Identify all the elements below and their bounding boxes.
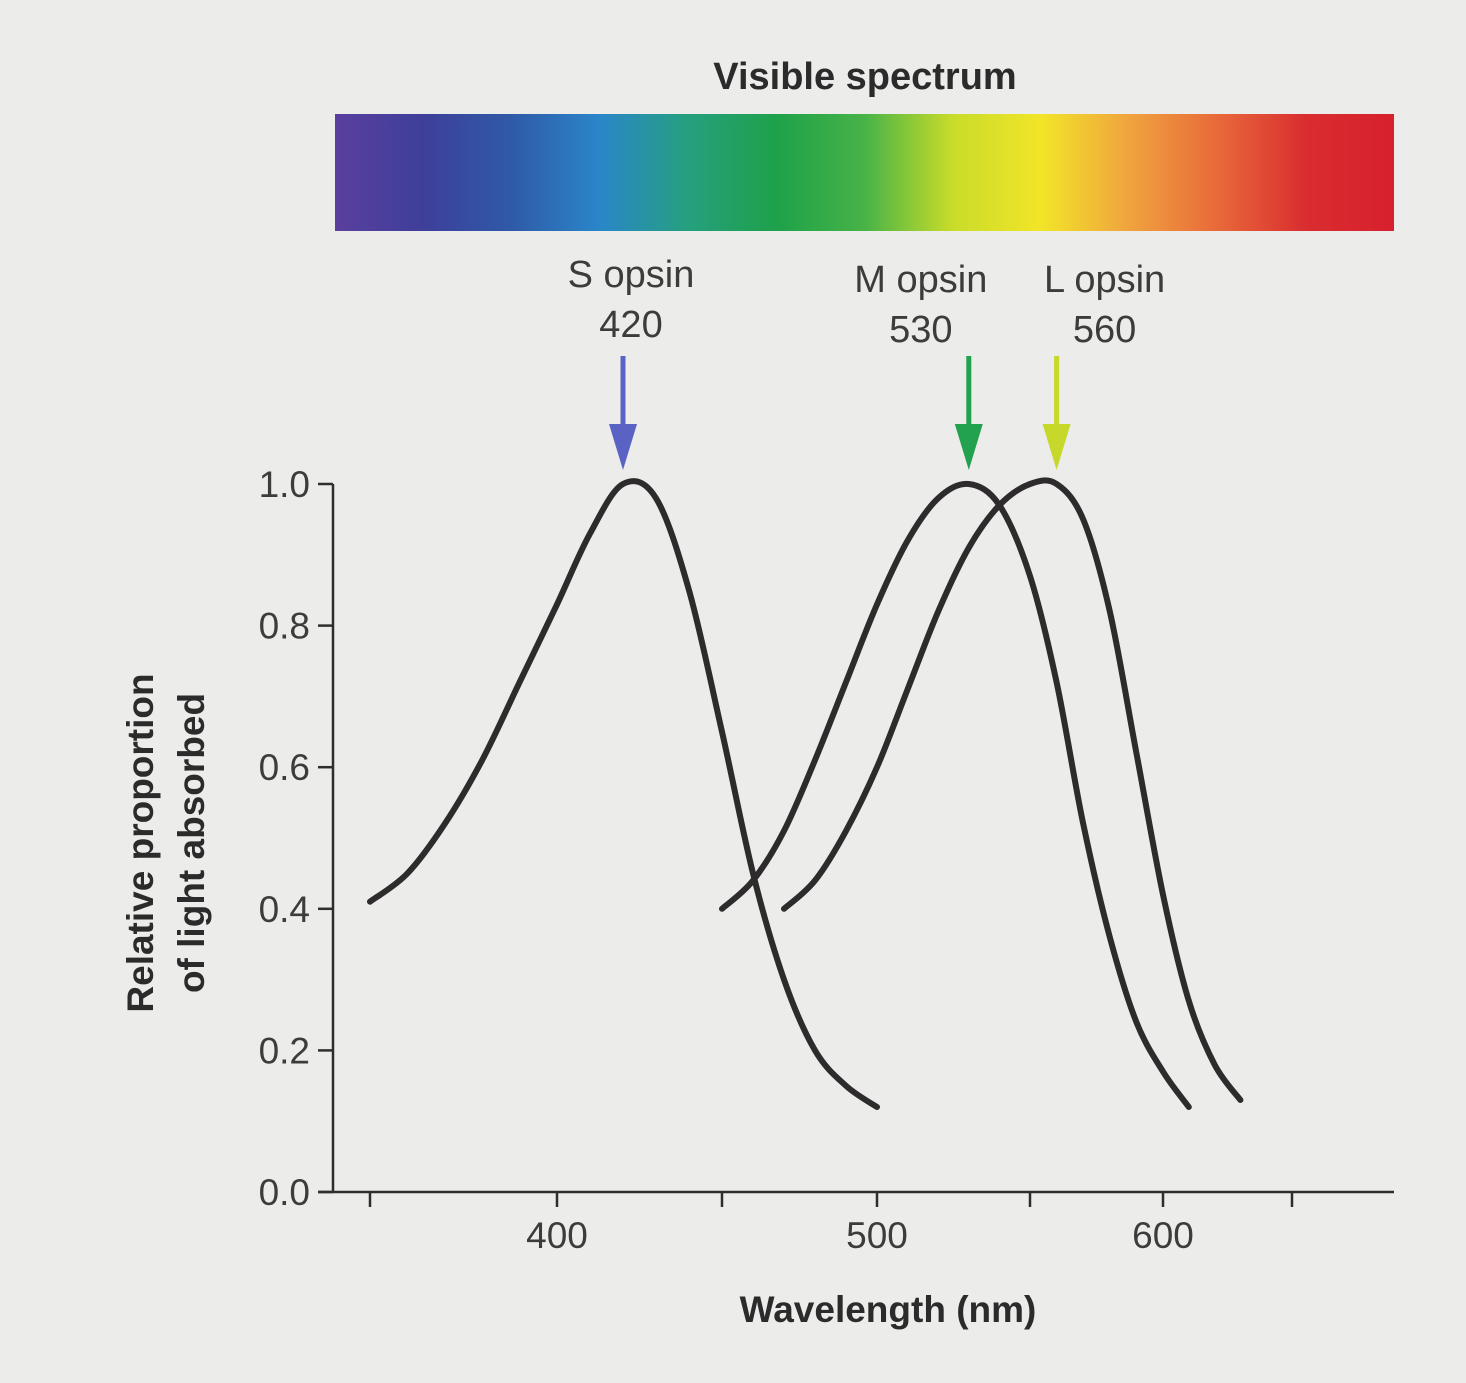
axes — [318, 484, 1394, 1194]
y-tick-label: 0.0 — [259, 1172, 310, 1213]
visible-spectrum-bar — [335, 114, 1394, 231]
x-tick-label: 600 — [1132, 1215, 1194, 1256]
m-opsin-arrow-head — [954, 424, 983, 470]
opsin-labels: S opsin 420 M opsin 530 L opsin 560 — [568, 254, 1165, 470]
s-opsin-peak-label: 420 — [599, 304, 662, 346]
y-tick-label: 0.8 — [259, 606, 310, 647]
m-opsin-curve — [719, 480, 1192, 1110]
s-opsin-name-label: S opsin — [568, 254, 695, 296]
x-tick-label: 500 — [846, 1215, 908, 1256]
y-tick-label: 1.0 — [259, 464, 310, 505]
m-opsin-name-label: M opsin — [854, 259, 987, 301]
y-tick-label: 0.4 — [259, 889, 310, 930]
x-ticks: 400 500 600 — [368, 1192, 1294, 1256]
l-opsin-peak-label: 560 — [1073, 309, 1136, 351]
x-axis-title: Wavelength (nm) — [740, 1289, 1037, 1330]
y-tick-label: 0.2 — [259, 1030, 310, 1071]
absorption-curves — [367, 477, 1244, 1110]
l-opsin-arrow-head — [1042, 424, 1071, 470]
spectrum-title: Visible spectrum — [713, 56, 1016, 98]
y-axis-title-line-2: of light absorbed — [171, 693, 212, 993]
x-tick-label: 400 — [526, 1215, 588, 1256]
y-tick-label: 0.6 — [259, 747, 310, 788]
l-opsin-name-label: L opsin — [1044, 259, 1165, 301]
m-opsin-peak-label: 530 — [889, 309, 952, 351]
s-opsin-arrow-head — [609, 424, 637, 470]
y-axis-title: Relative proportion of light absorbed — [120, 673, 212, 1012]
y-axis-title-line-1: Relative proportion — [120, 673, 161, 1012]
y-ticks: 0.0 0.2 0.4 0.6 0.8 1.0 — [259, 464, 333, 1213]
l-opsin-curve — [781, 477, 1244, 1103]
s-opsin-curve — [367, 478, 880, 1110]
